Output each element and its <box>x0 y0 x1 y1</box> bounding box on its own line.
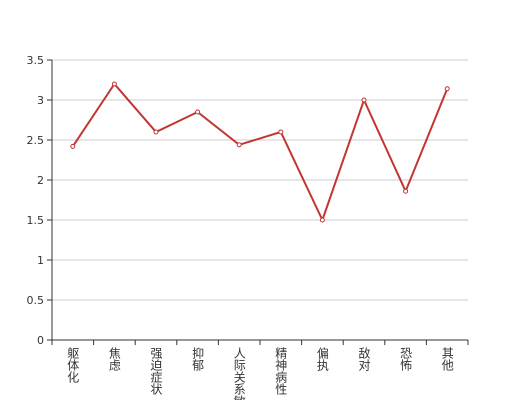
point <box>319 217 325 223</box>
x-tick-label: 躯体化 <box>66 346 80 384</box>
y-tick-label: 3.5 <box>27 54 45 67</box>
point <box>236 142 242 148</box>
point <box>361 97 367 103</box>
point <box>444 86 450 92</box>
x-tick-label: 偏执 <box>315 346 329 372</box>
x-tick-label: 敌对 <box>357 346 371 371</box>
point <box>195 109 201 115</box>
y-tick-label: 2.5 <box>27 134 45 147</box>
y-tick-label: 0 <box>37 334 44 347</box>
y-tick-label: 2 <box>37 174 44 187</box>
point <box>153 129 159 135</box>
x-tick-label: 人际关系敏感 <box>232 347 246 400</box>
x-tick-label: 其他 <box>440 347 454 371</box>
y-tick-label: 1 <box>37 254 44 267</box>
x-tick-label: 恐怖 <box>399 347 413 371</box>
x-tick-label: 强迫症状 <box>149 347 163 395</box>
point <box>278 129 284 135</box>
y-tick-label: 3 <box>37 94 44 107</box>
x-tick-label: 抑郁 <box>191 346 205 372</box>
point <box>111 81 117 87</box>
y-tick-label: 0.5 <box>27 294 45 307</box>
x-tick-label: 焦虑 <box>107 347 121 371</box>
y-tick-label: 1.5 <box>27 214 45 227</box>
point <box>70 143 76 149</box>
line <box>71 82 449 223</box>
x-tick-label: 精神病性 <box>274 347 288 396</box>
point <box>403 188 409 194</box>
